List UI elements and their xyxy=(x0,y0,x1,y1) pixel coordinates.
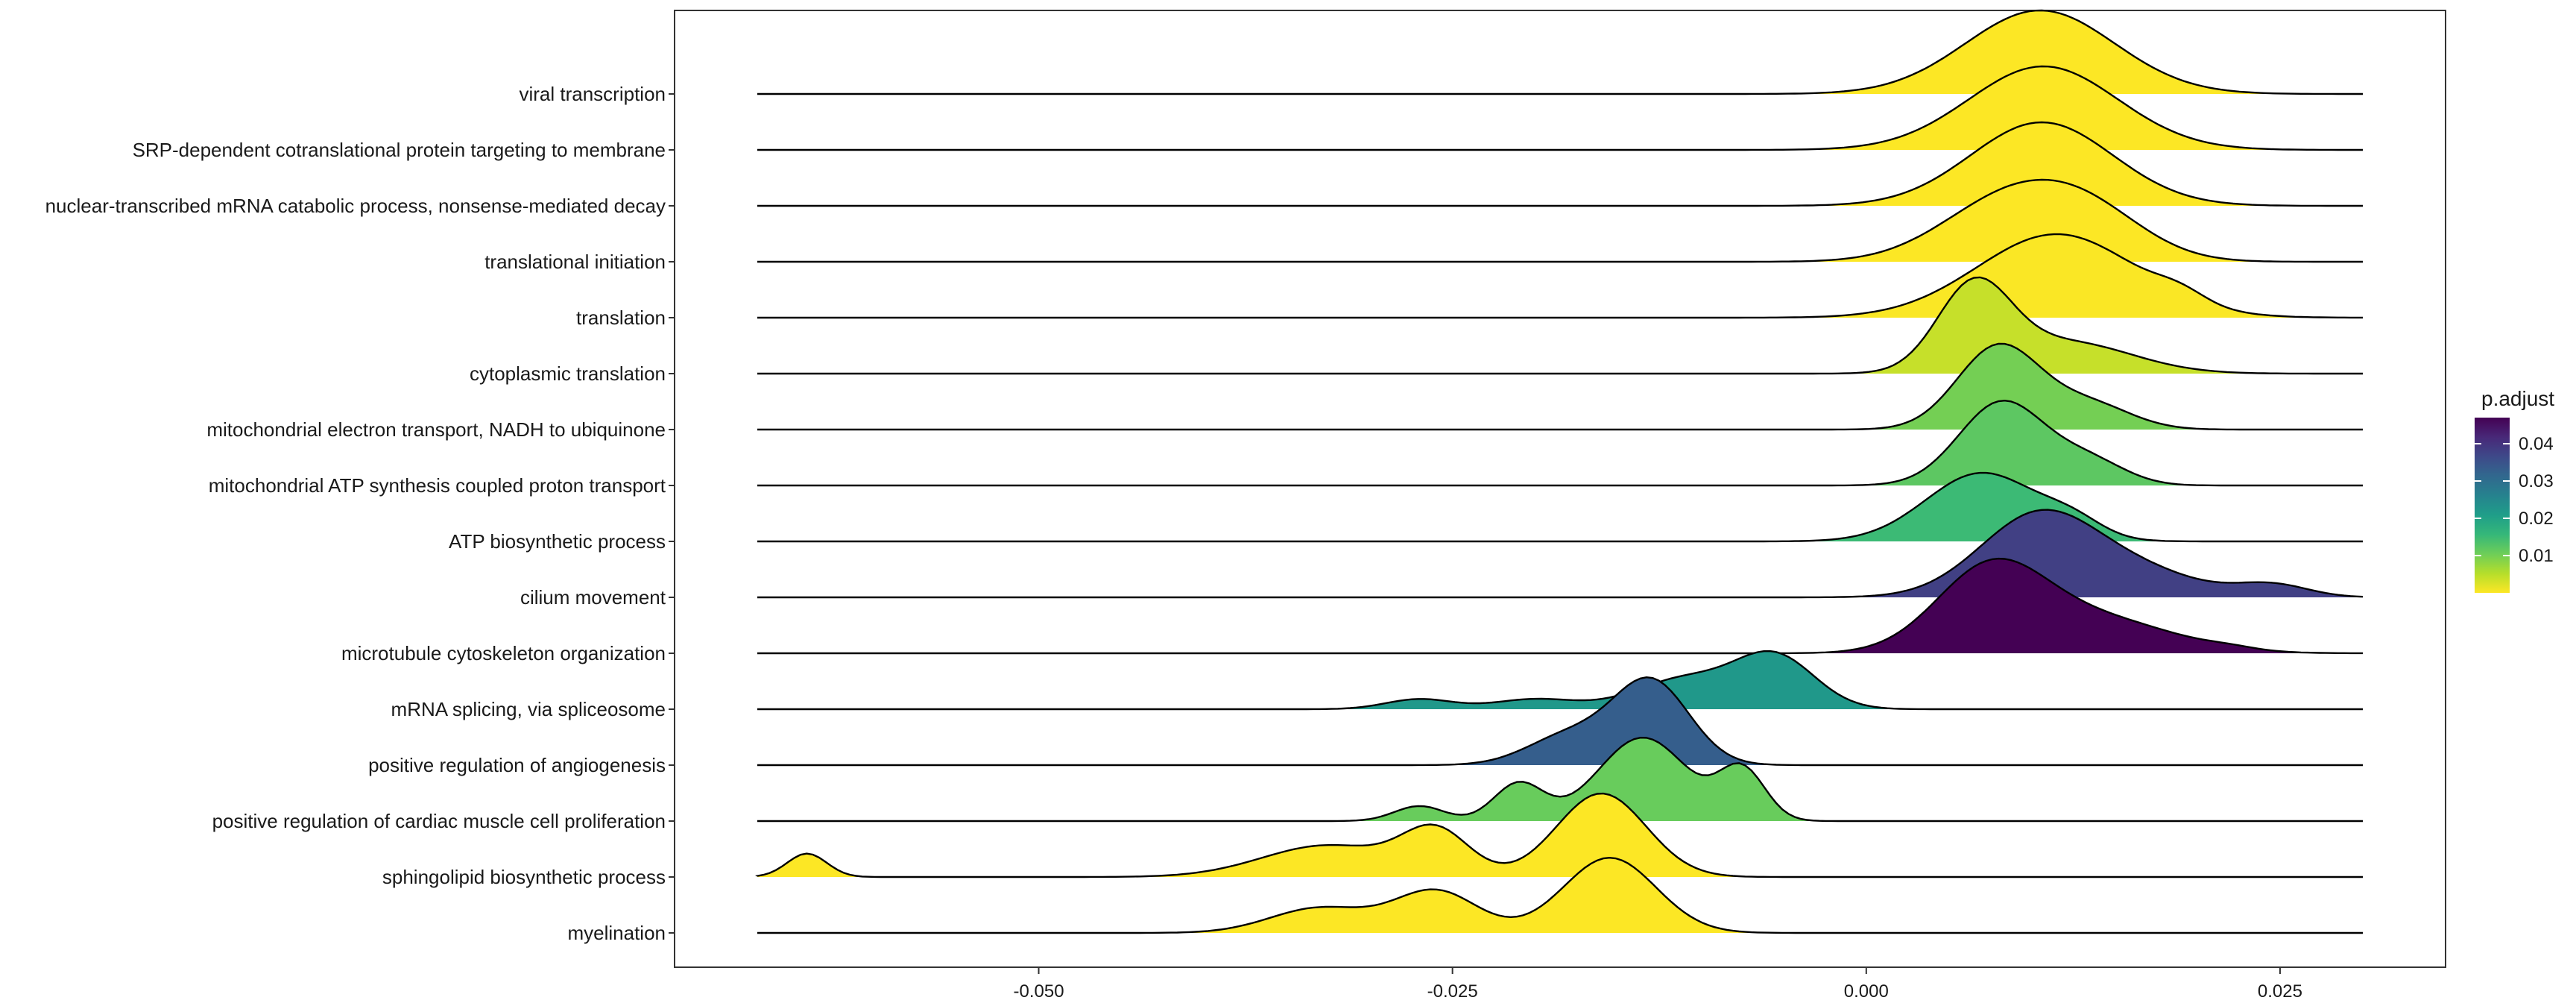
ridge-density-outline xyxy=(757,9,2363,95)
y-axis-label: translational initiation xyxy=(484,251,666,273)
legend-tick-label: 0.02 xyxy=(2519,509,2554,529)
color-legend: p.adjust 0.01 0.02 0.03 0.04 xyxy=(2475,387,2554,593)
ridge-density-outline xyxy=(757,65,2363,151)
y-axis-label: positive regulation of cardiac muscle ce… xyxy=(212,810,666,832)
y-axis-label: ATP biosynthetic process xyxy=(449,530,666,553)
ridge-density-fill xyxy=(757,122,2363,206)
x-tick-label: -0.025 xyxy=(1427,981,1478,1002)
ridge-density-outline xyxy=(757,736,2363,823)
ridge-density-fill xyxy=(757,180,2363,262)
ridge-density-outline xyxy=(757,178,2363,263)
legend-color-bar xyxy=(2475,418,2510,593)
ridge-density-outline xyxy=(757,856,2363,934)
ridge-series xyxy=(754,792,2363,878)
ridge-density-outline xyxy=(757,471,2363,543)
legend-title: p.adjust xyxy=(2481,387,2554,410)
ridge-density-fill xyxy=(757,793,2363,877)
y-axis-label: translation xyxy=(576,306,666,329)
ridge-density-fill xyxy=(757,677,2363,765)
ridge-density-outline xyxy=(757,276,2363,375)
ridge-density-outline xyxy=(757,509,2364,599)
y-axis-label: mitochondrial ATP synthesis coupled prot… xyxy=(209,474,666,497)
legend-tick-label: 0.04 xyxy=(2519,434,2554,454)
x-tick-label: -0.050 xyxy=(1013,981,1064,1002)
y-axis-label: sphingolipid biosynthetic process xyxy=(382,866,666,888)
ridge-density-fill xyxy=(757,738,2363,821)
ridge-density-fill xyxy=(757,10,2363,94)
ridge-density-outline xyxy=(757,233,2363,319)
y-axis-label: viral transcription xyxy=(519,83,666,105)
ridge-series xyxy=(757,736,2363,823)
ridge-series xyxy=(757,557,2363,655)
ridge-series xyxy=(757,399,2363,487)
ridge-density-outline xyxy=(757,650,2363,711)
y-axis-label: mitochondrial electron transport, NADH t… xyxy=(206,418,666,441)
ridge-density-outline xyxy=(757,557,2363,655)
ridge-series xyxy=(757,650,2363,711)
ridge-series-group xyxy=(754,9,2364,934)
ridge-series xyxy=(757,471,2363,543)
ridge-density-fill xyxy=(757,858,2363,933)
ridge-density-fill xyxy=(757,559,2363,653)
ridge-density-fill xyxy=(757,473,2363,541)
y-axis-label: microtubule cytoskeleton organization xyxy=(341,642,666,664)
ridge-density-fill xyxy=(757,400,2363,485)
ridge-series xyxy=(757,9,2363,95)
ridge-density-outline xyxy=(757,121,2363,207)
legend-tick-label: 0.03 xyxy=(2519,471,2554,491)
x-tick-label: 0.025 xyxy=(2258,981,2302,1002)
ridge-series xyxy=(757,178,2363,263)
ridge-density-outline xyxy=(757,676,2363,767)
y-axis-label: cytoplasmic translation xyxy=(470,362,666,385)
x-axis: -0.050 -0.025 0.000 0.025 xyxy=(1013,967,2302,1002)
y-axis-label: cilium movement xyxy=(520,586,666,609)
y-axis-label: SRP-dependent cotranslational protein ta… xyxy=(133,139,666,161)
legend-tick-label: 0.01 xyxy=(2519,546,2554,566)
ridge-series xyxy=(757,276,2363,375)
ridge-density-fill xyxy=(757,344,2363,430)
x-tick-label: 0.000 xyxy=(1844,981,1889,1002)
ridge-density-outline xyxy=(757,399,2363,487)
y-axis-labels: viral transcription SRP-dependent cotrans… xyxy=(45,83,675,944)
y-axis-label: mRNA splicing, via spliceosome xyxy=(391,698,666,720)
ridge-density-outline xyxy=(754,792,2363,878)
y-axis-label: myelination xyxy=(567,922,666,944)
ridge-series xyxy=(757,856,2363,934)
ridge-density-fill xyxy=(757,66,2363,150)
ridge-series xyxy=(757,676,2363,767)
ridge-series xyxy=(757,121,2363,207)
ridge-density-outline xyxy=(757,342,2363,431)
ridge-series xyxy=(757,342,2363,431)
ridge-density-fill xyxy=(757,277,2363,374)
y-axis-label: nuclear-transcribed mRNA catabolic proce… xyxy=(45,195,666,217)
ridge-series xyxy=(757,65,2363,151)
y-axis-label: positive regulation of angiogenesis xyxy=(368,754,666,776)
